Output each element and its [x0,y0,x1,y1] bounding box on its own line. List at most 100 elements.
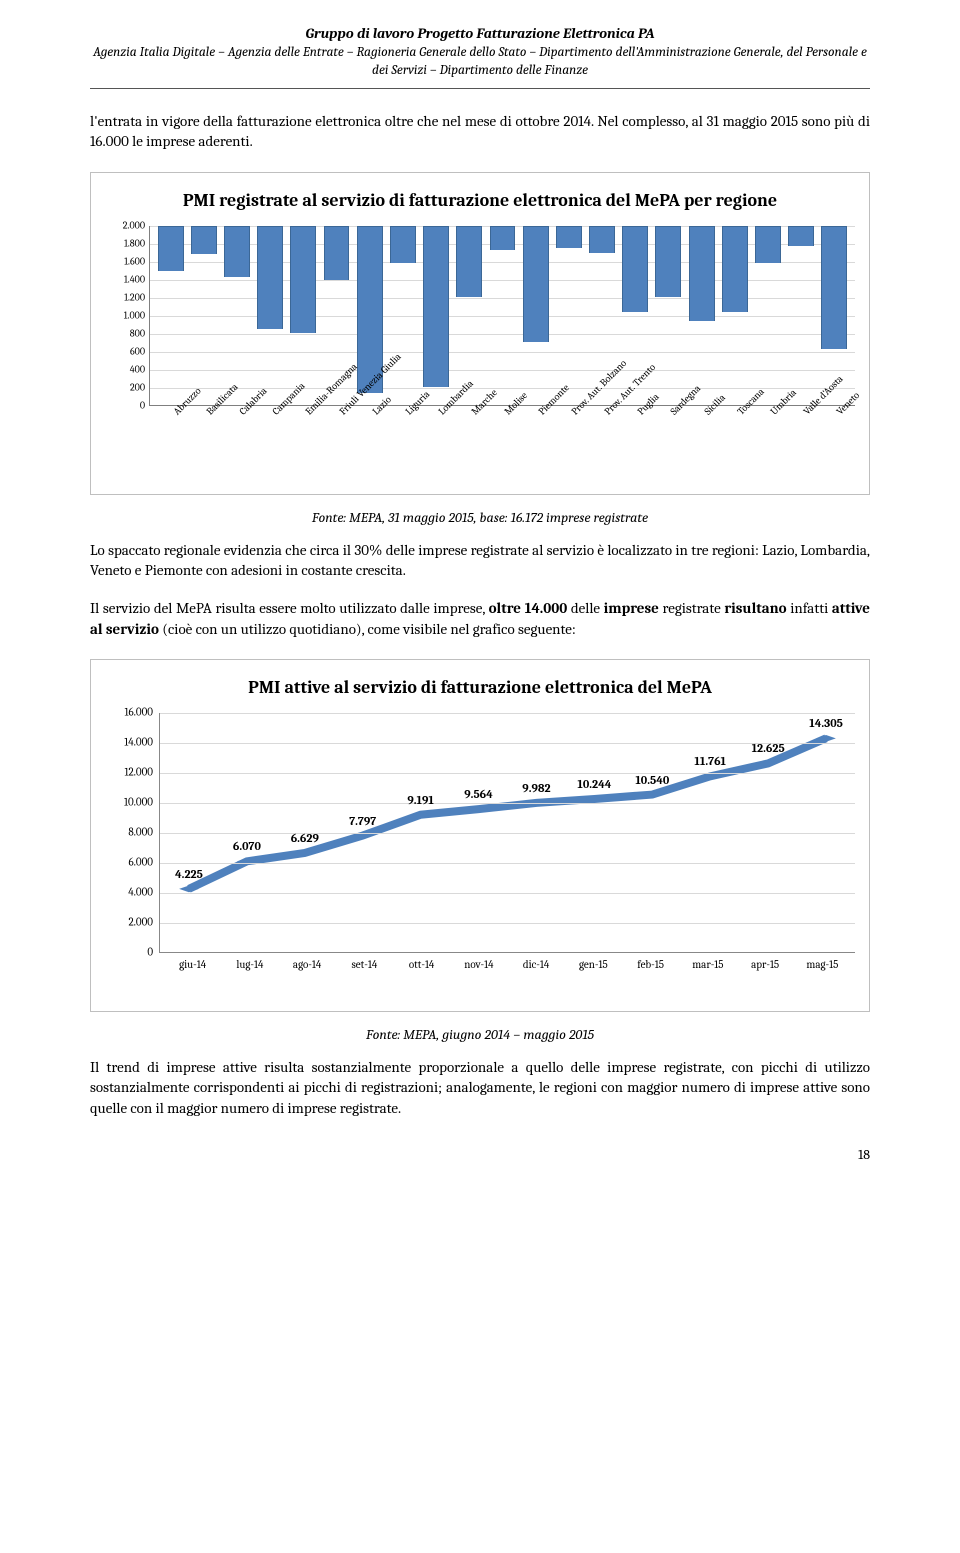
line-chart-plot: giu-14lug-14ago-14set-14ott-14nov-14dic-… [159,713,855,953]
bar [191,226,217,254]
bar-xtick-label: Lazio [353,405,386,475]
header-subtitle: Agenzia Italia Digitale – Agenzia delle … [90,44,870,80]
bar-xtick-label: Friuli Venezia Giulia [320,405,353,475]
paragraph-before-line: Il servizio del MePA risulta essere molt… [90,598,870,639]
bar-xtick-label: Prov. Aut. Bolzano [552,405,585,475]
line-chart: 0 2.000 4.000 6.000 8.000 10.000 12.000 14.000 1… [105,713,855,1003]
bar [589,226,615,253]
bar-xtick-label: Umbria [751,405,784,475]
bar-xtick-label: Marche [453,405,486,475]
line-ytick-label: 4.000 [128,886,153,901]
bar-xtick-label: Emilia-Romagna [287,405,320,475]
bar-ytick-label: 1.600 [124,255,145,269]
bar-chart-caption: Fonte: MEPA, 31 maggio 2015, base: 16.17… [90,509,870,528]
line-data-label: 9.982 [522,780,550,796]
line-ytick-label: 10.000 [124,796,153,811]
bar-xtick-label: Abruzzo [154,405,187,475]
line-data-label: 4.225 [175,866,203,882]
page-header: Gruppo di lavoro Progetto Fatturazione E… [90,24,870,80]
bar-xtick-label: Piemonte [519,405,552,475]
bar [523,226,549,342]
line-data-label: 12.625 [752,740,785,756]
bar-ytick-label: 600 [130,345,145,359]
bar-ytick-label: 0 [140,399,145,413]
line-data-label: 14.305 [809,715,843,731]
bar-xtick-label: Liguria [386,405,419,475]
intro-paragraph: l'entrata in vigore della fatturazione e… [90,111,870,152]
bar-xtick-label: Prov. Aut. Trento [585,405,618,475]
bar-xtick-label: Molise [486,405,519,475]
line-data-label: 9.564 [464,786,493,802]
bar-chart-yaxis: 02004006008001.0001.2001.4001.6001.8002.… [105,226,149,486]
bar [622,226,648,312]
line-path [189,738,826,889]
line-xtick-label: ott-14 [393,952,450,1022]
bar-xtick-label: Sardegna [652,405,685,475]
bar [821,226,847,350]
line-ytick-label: 12.000 [124,766,153,781]
bar-chart-container: PMI registrate al servizio di fatturazio… [90,172,870,495]
bar-ytick-label: 200 [130,381,145,395]
line-chart-caption: Fonte: MEPA, giugno 2014 – maggio 2015 [90,1026,870,1045]
closing-paragraph: Il trend di imprese attive risulta sosta… [90,1057,870,1118]
bar [490,226,516,250]
line-ytick-label: 14.000 [124,736,153,751]
line-ytick-label: 16.000 [125,706,153,721]
paragraph-after-bar: Lo spaccato regionale evidenzia che circ… [90,540,870,581]
line-xtick-label: apr-15 [737,952,794,1022]
bar-ytick-label: 400 [130,363,145,377]
bar [224,226,250,277]
line-xtick-label: set-14 [336,952,393,1022]
bar [423,226,449,387]
line-chart-yaxis: 02.0004.0006.0008.00010.00012.00014.0001… [105,713,159,1003]
bar-ytick-label: 1.400 [124,273,145,287]
line-data-label: 6.629 [291,830,319,846]
line-chart-container: PMI attive al servizio di fatturazione e… [90,659,870,1012]
line-data-label: 10.540 [635,771,669,787]
line-ytick-label: 8.000 [128,826,153,841]
bar-ytick-label: 1.000 [124,309,145,323]
line-xtick-label: lug-14 [221,952,278,1022]
line-data-label: 10.244 [577,776,611,792]
bar [257,226,283,329]
bar-ytick-label: 2.000 [123,219,145,233]
page-number: 18 [90,1146,870,1165]
bar-xtick-label: Toscana [718,405,751,475]
line-data-label: 7.797 [349,812,376,828]
header-title: Gruppo di lavoro Progetto Fatturazione E… [90,24,870,44]
bar [655,226,681,297]
bar-chart-plot: AbruzzoBasilicataCalabriaCampaniaEmilia-… [149,226,855,406]
line-ytick-label: 0 [147,946,153,961]
line-xtick-label: feb-15 [622,952,679,1022]
bar-chart-title: PMI registrate al servizio di fatturazio… [105,189,855,212]
bar-xtick-label: Lombardia [420,405,453,475]
bar [456,226,482,298]
bar [290,226,316,333]
bar [390,226,416,264]
bar [788,226,814,247]
bar [158,226,184,271]
bar-xtick-label: Valle d'Aosta [785,405,818,475]
line-xtick-label: gen-15 [565,952,622,1022]
bar-xtick-label: Veneto [818,405,851,475]
line-ytick-label: 2.000 [128,916,153,931]
bar-chart: 02004006008001.0001.2001.4001.6001.8002.… [105,226,855,486]
bar-xtick-label: Puglia [619,405,652,475]
bar-ytick-label: 1.200 [124,291,145,305]
line-xtick-label: nov-14 [450,952,507,1022]
header-divider [90,88,870,89]
line-xtick-label: mar-15 [679,952,736,1022]
bar [755,226,781,264]
line-ytick-label: 6.000 [129,856,154,871]
line-xtick-label: ago-14 [279,952,336,1022]
bar-xtick-label: Sicilia [685,405,718,475]
bar-xtick-label: Calabria [220,405,253,475]
line-xtick-label: dic-14 [508,952,565,1022]
bar-xtick-label: Campania [254,405,287,475]
line-data-label: 6.070 [233,838,261,854]
bar-xtick-label: Basilicata [187,405,220,475]
bar-ytick-label: 800 [130,327,145,341]
line-data-label: 11.761 [694,753,726,769]
bar-ytick-label: 1.800 [124,237,145,251]
line-xtick-label: mag-15 [794,952,851,1022]
